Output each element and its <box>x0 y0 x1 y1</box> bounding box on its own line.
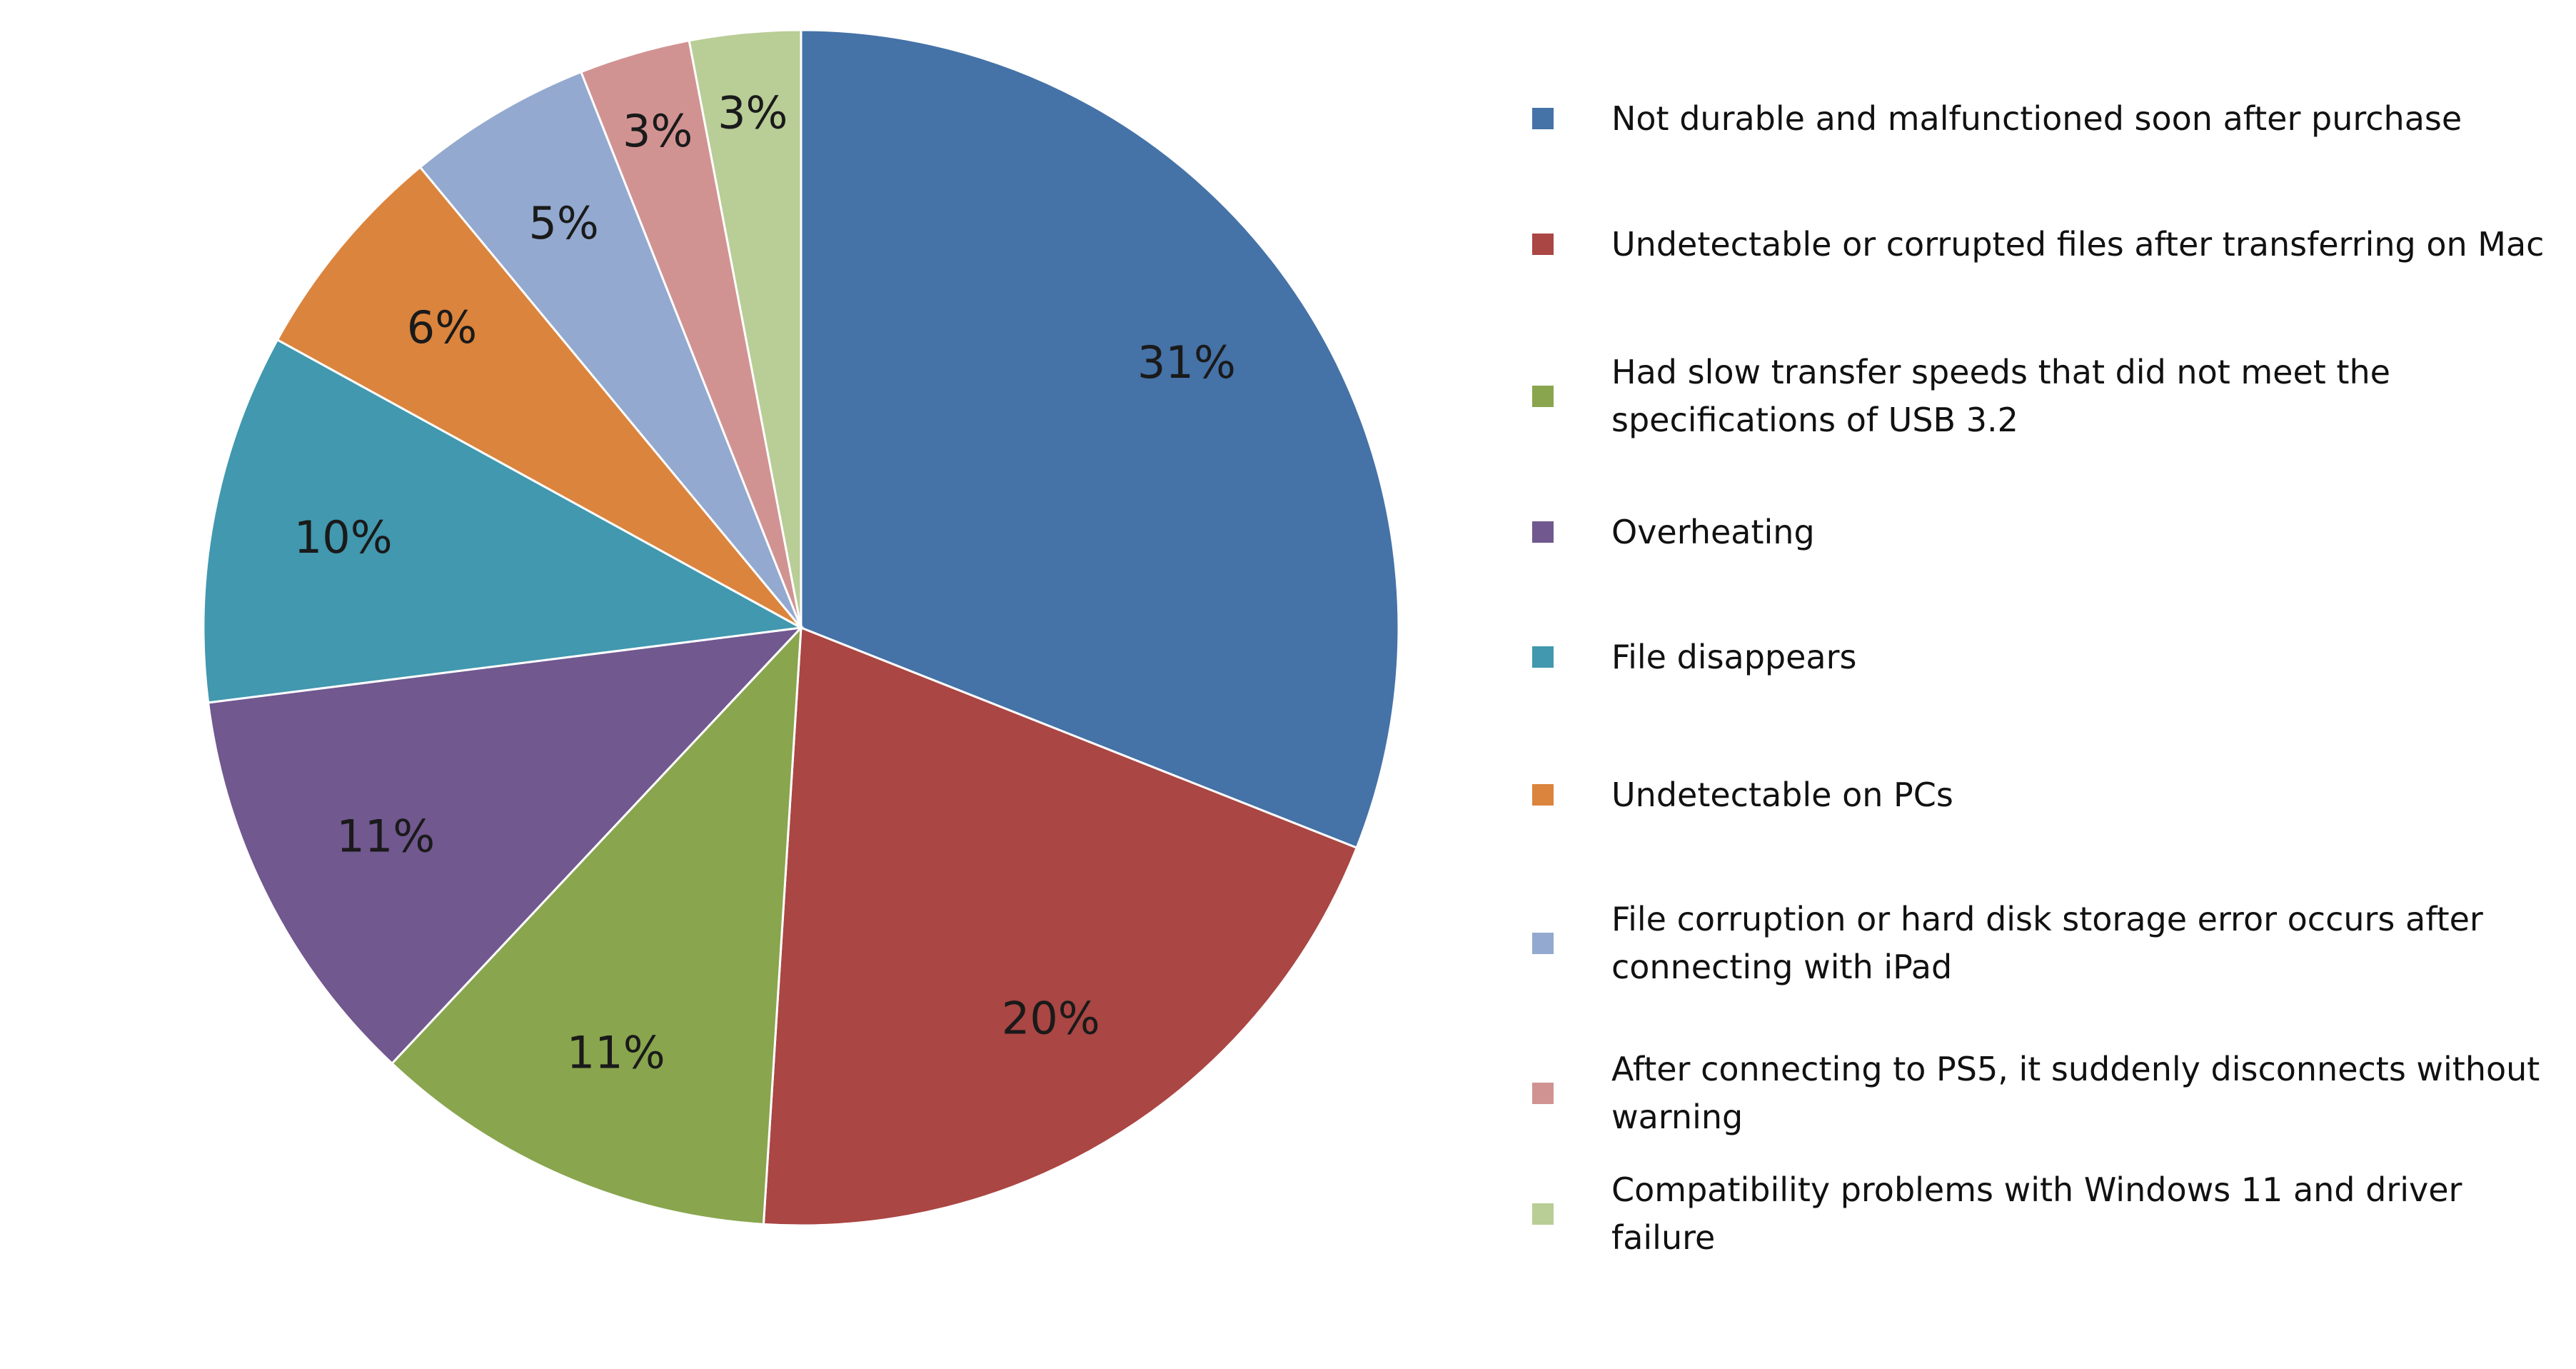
pie-slice <box>276 165 803 629</box>
pie-slice <box>418 70 803 628</box>
legend-item: File corruption or hard disk storage err… <box>1532 896 2560 991</box>
pie-slice <box>390 624 803 1225</box>
data-label: 10% <box>294 511 393 563</box>
pie-slice <box>202 338 805 704</box>
data-label: 3% <box>623 105 693 157</box>
data-label: 31% <box>1137 336 1236 388</box>
legend-item: After connecting to PS5, it suddenly dis… <box>1532 1045 2560 1141</box>
pie-slice <box>762 626 1359 1227</box>
legend-item: Undetectable or corrupted files after tr… <box>1532 221 2560 269</box>
data-label: 6% <box>407 301 477 353</box>
pie-slice <box>688 29 803 628</box>
legend-label: Overheating <box>1611 512 1815 551</box>
data-label: 11% <box>336 810 435 862</box>
legend-item: Undetectable on PCs <box>1532 771 2560 819</box>
legend-item: Not durable and malfunctioned soon after… <box>1532 95 2560 143</box>
legend-swatch <box>1532 108 1554 129</box>
legend-swatch <box>1532 933 1554 954</box>
legend-swatch <box>1532 234 1554 255</box>
legend-label: Undetectable on PCs <box>1611 775 1953 814</box>
legend-label: File disappears <box>1611 637 1857 676</box>
legend-label: Undetectable or corrupted files after tr… <box>1611 224 2545 264</box>
legend-label: After connecting to PS5, it suddenly dis… <box>1611 1050 2540 1136</box>
legend-item: Compatibility problems with Windows 11 a… <box>1532 1166 2560 1262</box>
legend-swatch <box>1532 521 1554 543</box>
data-label: 11% <box>567 1026 665 1078</box>
legend-label: Not durable and malfunctioned soon after… <box>1611 99 2462 138</box>
legend-swatch <box>1532 646 1554 668</box>
legend-swatch <box>1532 1083 1554 1104</box>
legend-swatch <box>1532 1203 1554 1225</box>
legend-label: File corruption or hard disk storage err… <box>1611 900 2483 986</box>
legend-item: Had slow transfer speeds that did not me… <box>1532 348 2560 444</box>
pie-slice <box>800 29 1400 850</box>
legend-label: Had slow transfer speeds that did not me… <box>1611 353 2390 439</box>
data-label: 20% <box>1002 992 1100 1044</box>
data-label: 3% <box>718 86 788 139</box>
legend-item: File disappears <box>1532 633 2560 681</box>
legend-label: Compatibility problems with Windows 11 a… <box>1611 1170 2462 1257</box>
legend-swatch <box>1532 784 1554 806</box>
legend-item: Overheating <box>1532 508 2560 556</box>
legend-swatch <box>1532 386 1554 407</box>
data-label: 5% <box>528 197 598 249</box>
pie-slice <box>206 626 804 1065</box>
